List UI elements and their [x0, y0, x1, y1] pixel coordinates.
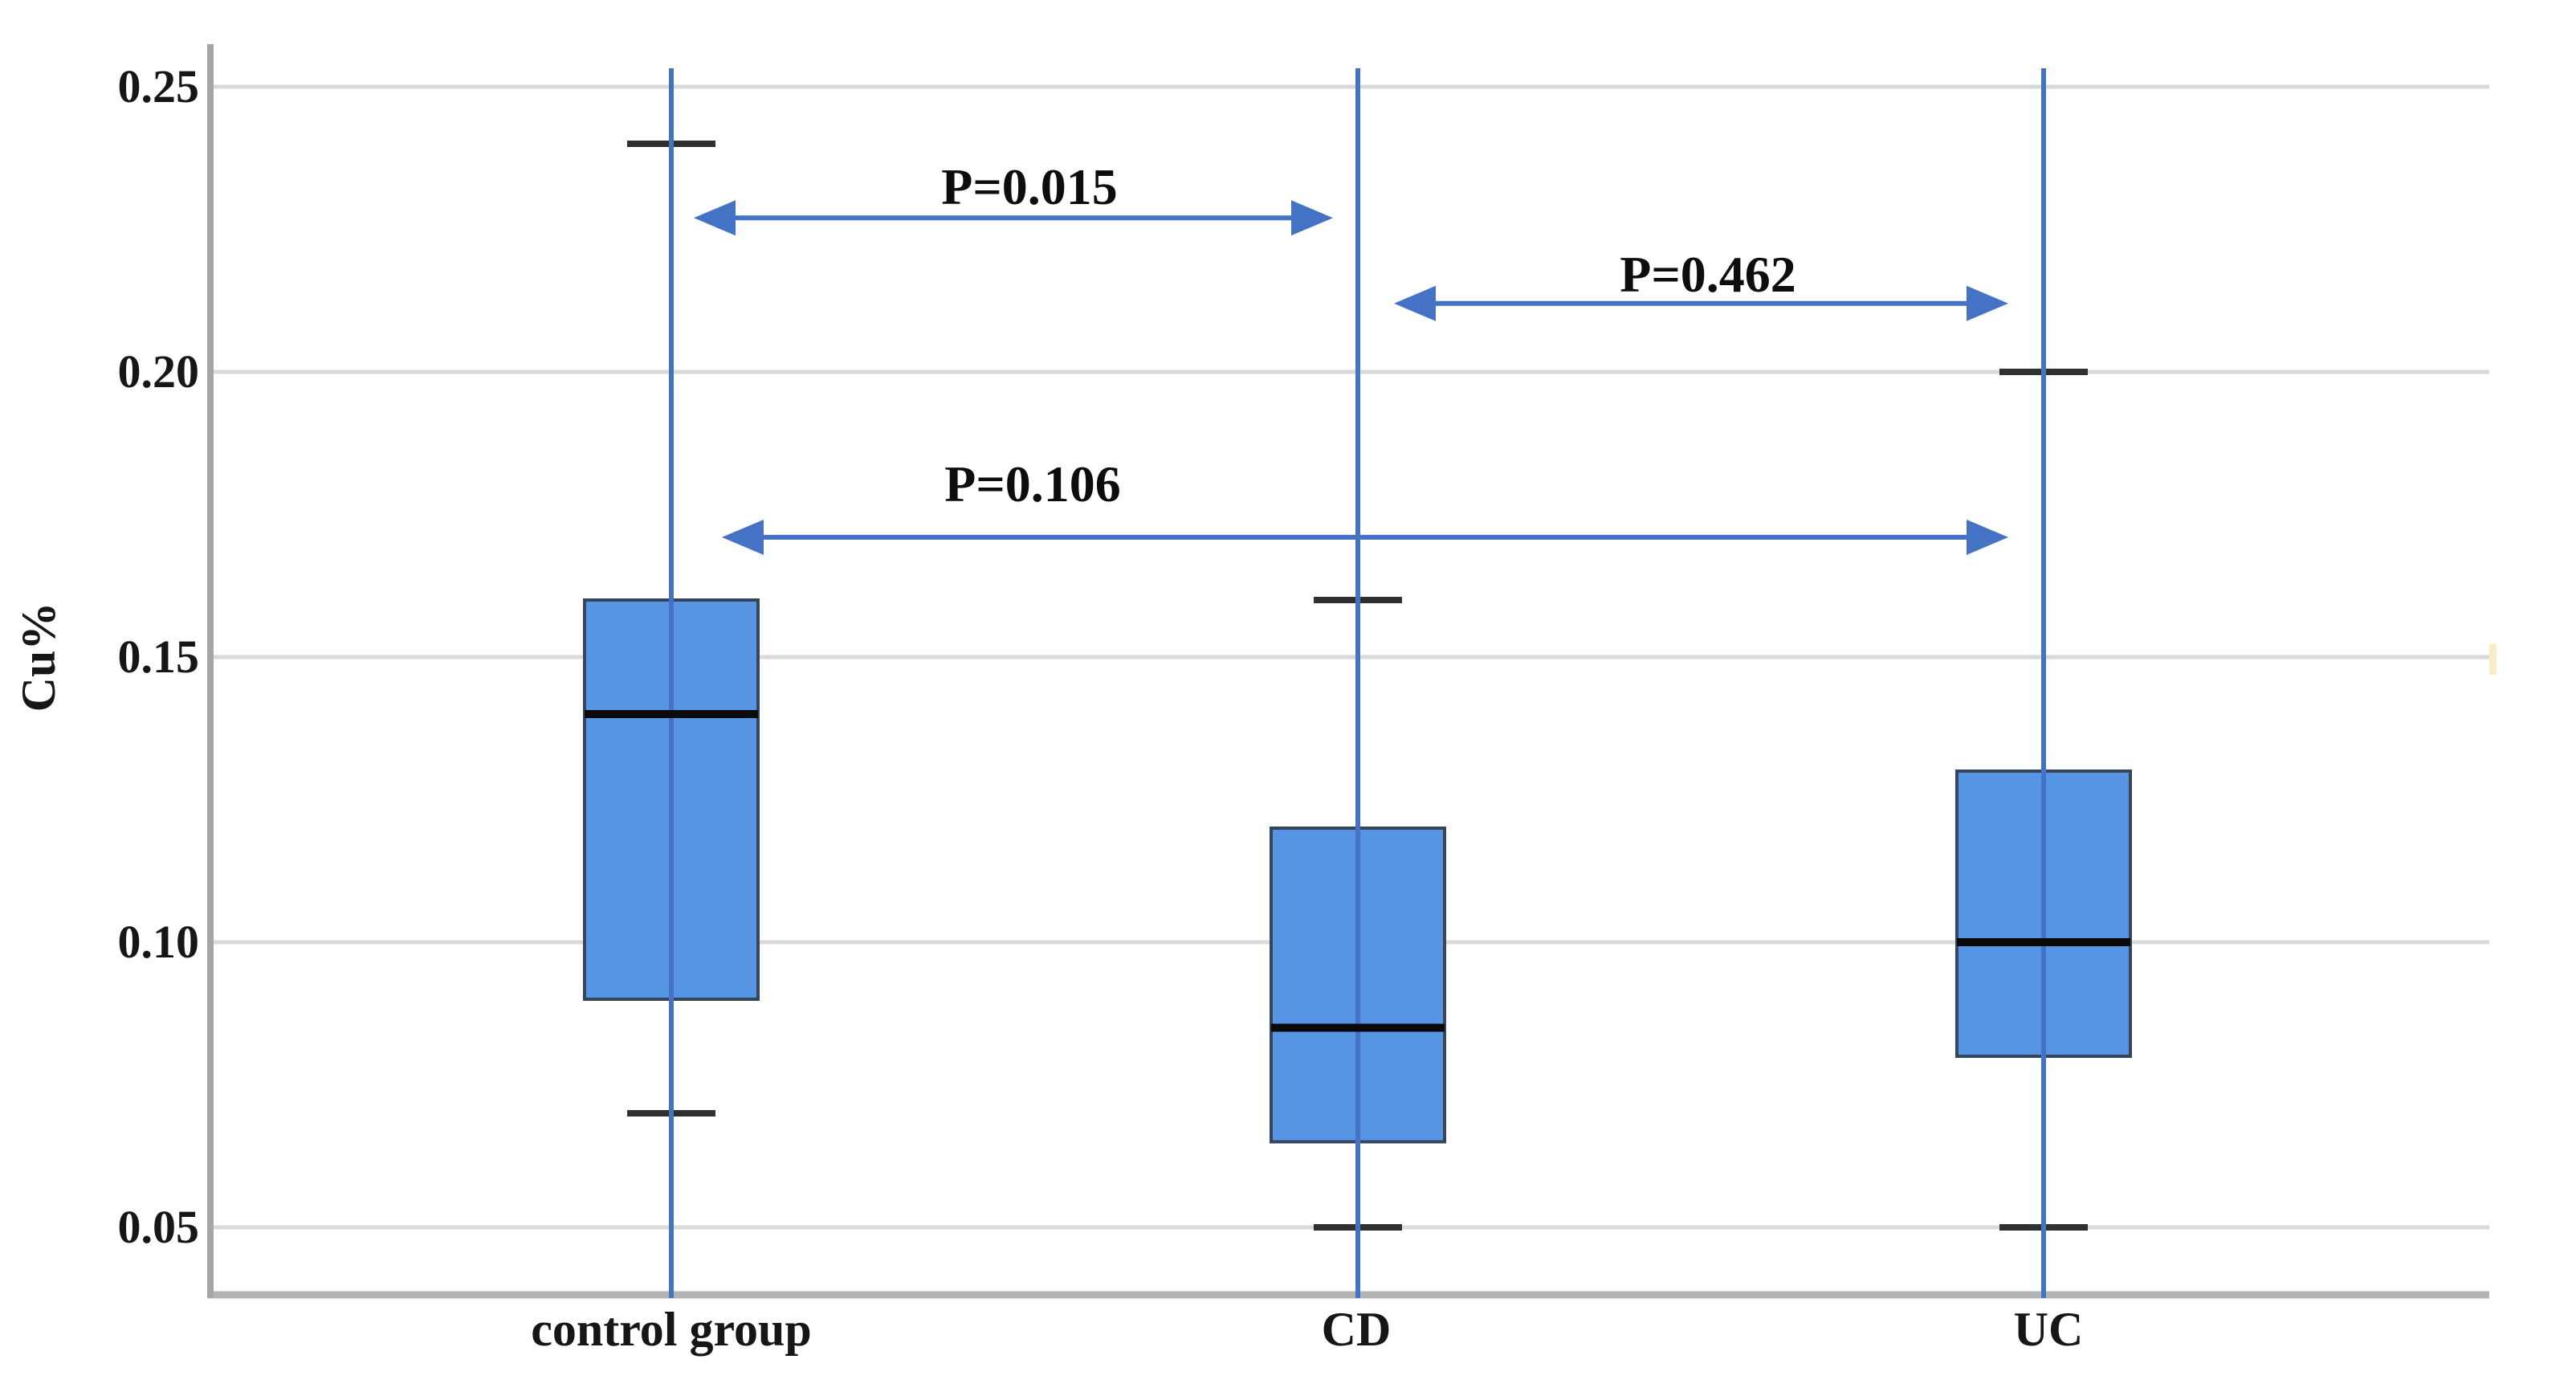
- arrow-head-left-control-group-vs-uc: [722, 519, 764, 555]
- arrow-head-left-control-group-vs-cd: [694, 200, 736, 236]
- arrow-head-right-cd-vs-uc: [1967, 285, 2008, 321]
- arrow-head-right-control-group-vs-cd: [1291, 200, 1333, 236]
- y-tick-label-020: 0.20: [117, 345, 200, 398]
- p-value-label-control-vs-uc: P=0.106: [944, 455, 1121, 512]
- arrow-head-left-cd-vs-uc: [1394, 285, 1436, 321]
- y-tick-label-010: 0.10: [117, 916, 200, 968]
- scan-artifact: [2489, 644, 2497, 675]
- x-label-cd: CD: [1321, 1303, 1392, 1356]
- y-tick-label-015: 0.15: [117, 631, 200, 683]
- arrow-head-right-control-group-vs-uc: [1967, 519, 2008, 555]
- p-value-label-cd-vs-uc: P=0.462: [1620, 246, 1796, 303]
- x-label-uc: UC: [2013, 1303, 2084, 1356]
- p-value-label-control-vs-cd: P=0.015: [941, 158, 1118, 215]
- x-label-control-group: control group: [531, 1303, 812, 1356]
- y-tick-label-025: 0.25: [117, 60, 200, 112]
- y-tick-label-005: 0.05: [117, 1201, 200, 1253]
